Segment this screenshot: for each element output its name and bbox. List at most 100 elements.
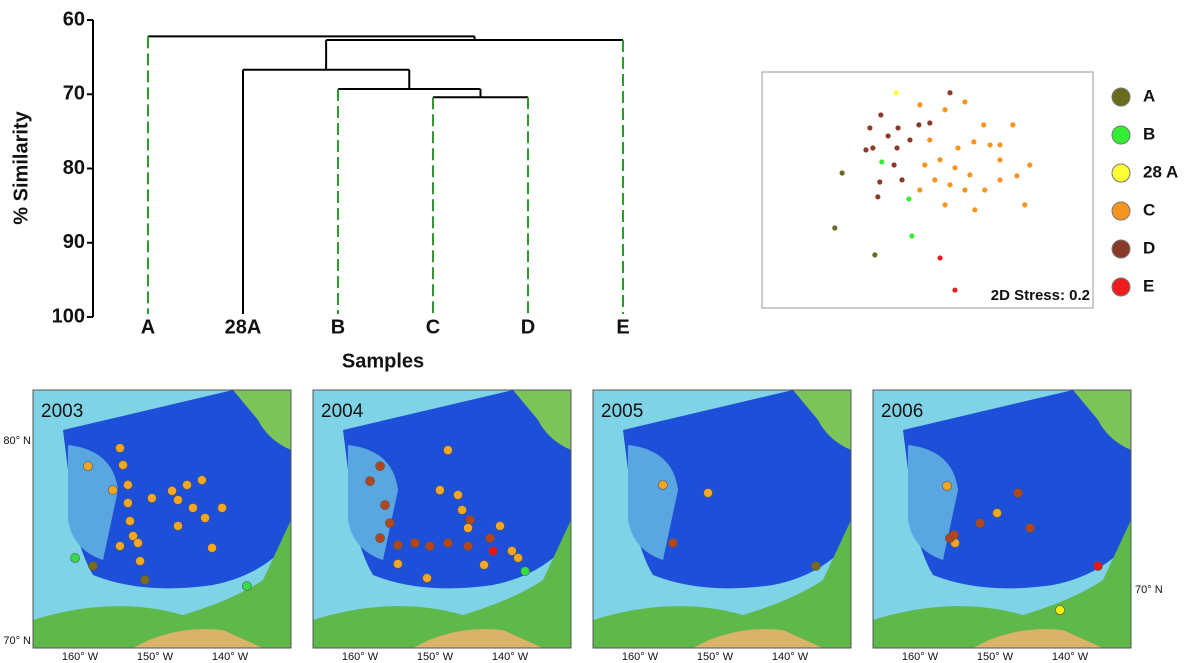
map-title: 2005 <box>601 401 643 422</box>
point <box>907 137 912 142</box>
station <box>83 462 92 471</box>
station <box>123 480 132 489</box>
point <box>971 139 976 144</box>
point <box>916 122 921 127</box>
point <box>982 187 987 192</box>
point <box>867 125 872 130</box>
point <box>886 133 891 138</box>
point <box>952 165 957 170</box>
station <box>464 524 473 533</box>
station <box>1056 606 1065 615</box>
point <box>922 162 927 167</box>
point <box>952 287 957 292</box>
legend-label: B <box>1143 124 1155 143</box>
station <box>123 499 132 508</box>
point <box>917 187 922 192</box>
station <box>1013 488 1022 497</box>
station <box>208 543 217 552</box>
map-panel <box>33 390 291 648</box>
station <box>410 538 419 547</box>
station <box>521 567 530 576</box>
point <box>875 194 880 199</box>
station <box>943 481 952 490</box>
point <box>840 170 845 175</box>
legend-swatch <box>1112 240 1130 258</box>
point <box>942 202 947 207</box>
legend-swatch <box>1112 88 1130 106</box>
point <box>947 182 952 187</box>
annotation: 2D Stress: 0.2 <box>991 287 1090 304</box>
lat-label: 70° N <box>3 635 31 647</box>
station <box>485 534 494 543</box>
lat-label: 80° N <box>3 435 31 447</box>
station <box>71 553 80 562</box>
lon-label: 140° W <box>1052 651 1089 663</box>
point <box>832 225 837 230</box>
legend-swatch <box>1112 202 1130 220</box>
station <box>480 560 489 569</box>
leaf-label: 28A <box>225 316 262 338</box>
lon-label: 140° W <box>772 651 809 663</box>
y-tick-label: 100 <box>52 305 85 327</box>
station <box>173 521 182 530</box>
point <box>894 145 899 150</box>
station <box>668 538 677 547</box>
station <box>811 561 820 570</box>
lon-label: 150° W <box>977 651 1014 663</box>
station <box>201 513 210 522</box>
point <box>927 137 932 142</box>
station <box>183 480 192 489</box>
station <box>218 503 227 512</box>
point <box>942 107 947 112</box>
station <box>466 516 475 525</box>
leaf-label: A <box>141 316 155 338</box>
point <box>870 145 875 150</box>
station <box>197 476 206 485</box>
station <box>89 561 98 570</box>
plot-frame <box>762 72 1093 308</box>
point <box>878 112 883 117</box>
station <box>134 538 143 547</box>
point <box>906 196 911 201</box>
point <box>863 147 868 152</box>
map-title: 2003 <box>41 401 83 422</box>
lon-label: 140° W <box>492 651 529 663</box>
point <box>962 99 967 104</box>
lon-label: 160° W <box>902 651 939 663</box>
point <box>947 90 952 95</box>
station <box>126 517 135 526</box>
point <box>997 157 1002 162</box>
point <box>891 162 896 167</box>
lon-label: 160° W <box>622 651 659 663</box>
station <box>514 553 523 562</box>
y-tick-label: 80 <box>63 157 85 179</box>
station <box>1026 524 1035 533</box>
point <box>909 233 914 238</box>
leaf-label: E <box>616 316 629 338</box>
lon-label: 160° W <box>342 651 379 663</box>
point <box>895 125 900 130</box>
station <box>453 491 462 500</box>
station <box>380 501 389 510</box>
lat-label: 70° N <box>1135 584 1163 596</box>
leaf-label: B <box>331 316 345 338</box>
lon-label: 140° W <box>212 651 249 663</box>
map-title: 2006 <box>881 401 923 422</box>
station <box>173 495 182 504</box>
y-tick-label: 90 <box>63 231 85 253</box>
point <box>997 177 1002 182</box>
lon-label: 160° W <box>62 651 99 663</box>
point <box>972 207 977 212</box>
x-axis-label: Samples <box>342 350 424 372</box>
point <box>967 172 972 177</box>
point <box>872 252 877 257</box>
point <box>962 187 967 192</box>
station <box>976 519 985 528</box>
station <box>704 488 713 497</box>
station <box>115 444 124 453</box>
legend-swatch <box>1112 278 1130 296</box>
point <box>899 177 904 182</box>
station <box>1093 561 1102 570</box>
point <box>955 145 960 150</box>
point <box>877 179 882 184</box>
